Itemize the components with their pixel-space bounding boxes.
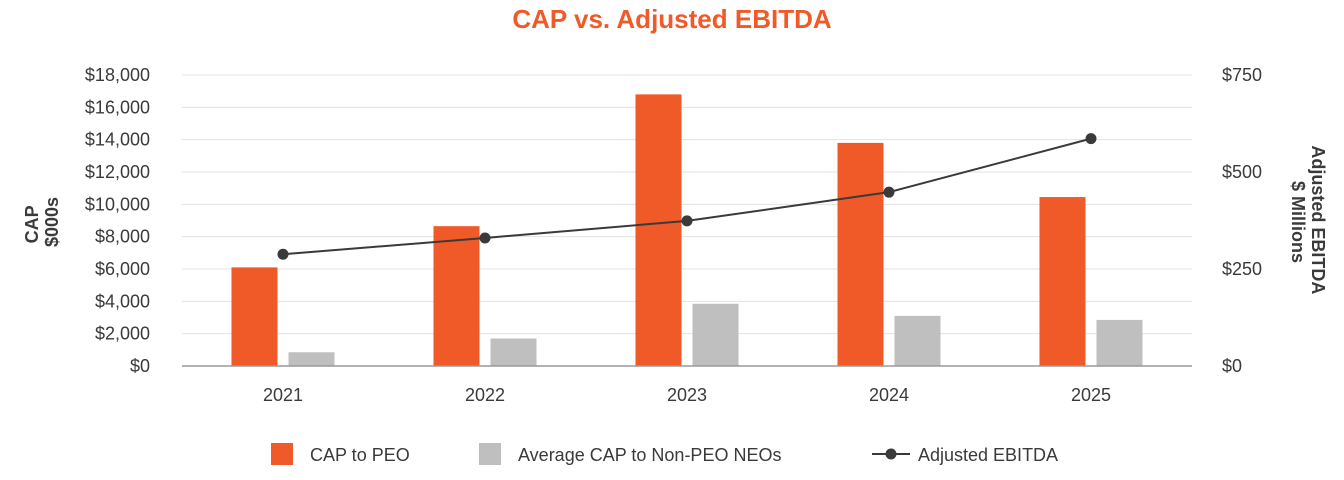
bar-average-cap-to-non-peo-neos-2025: [1096, 319, 1143, 366]
legend-marker-adjusted-ebitda: [885, 448, 897, 460]
right-axis-title-line-1: Adjusted EBITDA: [1308, 145, 1328, 294]
x-tick-label: 2021: [263, 385, 303, 405]
right-tick-label: $0: [1222, 356, 1242, 376]
left-tick-label: $16,000: [85, 97, 150, 117]
legend-label-avg-cap-non-peo: Average CAP to Non-PEO NEOs: [518, 445, 781, 465]
x-tick-label: 2022: [465, 385, 505, 405]
bar-cap-to-peo-2025: [1039, 197, 1086, 366]
left-tick-label: $18,000: [85, 65, 150, 85]
point-adjusted-ebitda-2024: [883, 186, 895, 198]
right-tick-label: $750: [1222, 65, 1262, 85]
left-tick-label: $4,000: [95, 291, 150, 311]
x-tick-label: 2023: [667, 385, 707, 405]
point-adjusted-ebitda-2022: [479, 232, 491, 244]
x-tick-label: 2025: [1071, 385, 1111, 405]
left-axis-title-line-1: CAP: [22, 205, 42, 243]
bar-average-cap-to-non-peo-neos-2022: [490, 338, 537, 366]
bar-average-cap-to-non-peo-neos-2023: [692, 303, 739, 366]
bar-cap-to-peo-2024: [837, 142, 884, 366]
left-tick-label: $8,000: [95, 227, 150, 247]
right-axis-ticks: $0 $250 $500 $750: [1222, 65, 1262, 376]
legend: CAP to PEO Average CAP to Non-PEO NEOs A…: [271, 443, 1058, 465]
bar-series: [231, 94, 1143, 367]
bar-average-cap-to-non-peo-neos-2021: [288, 352, 335, 366]
legend-swatch-avg-cap-non-peo: [479, 443, 501, 465]
legend-label-adjusted-ebitda: Adjusted EBITDA: [918, 445, 1058, 465]
legend-swatch-cap-to-peo: [271, 443, 293, 465]
bar-cap-to-peo-2021: [231, 267, 278, 366]
left-axis-title-line-2: $000s: [42, 197, 62, 247]
left-tick-label: $6,000: [95, 259, 150, 279]
left-tick-label: $10,000: [85, 194, 150, 214]
right-tick-label: $500: [1222, 162, 1262, 182]
point-adjusted-ebitda-2021: [277, 248, 289, 260]
right-tick-label: $250: [1222, 259, 1262, 279]
x-tick-label: 2024: [869, 385, 909, 405]
right-axis-title-line-2: $ Millions: [1288, 181, 1308, 263]
point-adjusted-ebitda-2023: [681, 215, 693, 227]
left-tick-label: $14,000: [85, 130, 150, 150]
left-tick-label: $0: [130, 356, 150, 376]
left-tick-label: $12,000: [85, 162, 150, 182]
chart-title: CAP vs. Adjusted EBITDA: [512, 4, 831, 34]
left-tick-label: $2,000: [95, 324, 150, 344]
left-axis-title: CAP $000s: [22, 197, 62, 247]
bar-cap-to-peo-2022: [433, 226, 480, 366]
legend-label-cap-to-peo: CAP to PEO: [310, 445, 410, 465]
point-adjusted-ebitda-2025: [1085, 133, 1097, 145]
right-axis-title: Adjusted EBITDA $ Millions: [1288, 145, 1328, 298]
gridlines: [182, 74, 1192, 335]
x-axis-ticks: 2021 2022 2023 2024 2025: [263, 385, 1111, 405]
left-axis-ticks: $0 $2,000 $4,000 $6,000 $8,000 $10,000 $12,000…: [85, 65, 150, 376]
line-series: [277, 133, 1097, 260]
bar-average-cap-to-non-peo-neos-2024: [894, 315, 941, 366]
bar-cap-to-peo-2023: [635, 94, 682, 367]
